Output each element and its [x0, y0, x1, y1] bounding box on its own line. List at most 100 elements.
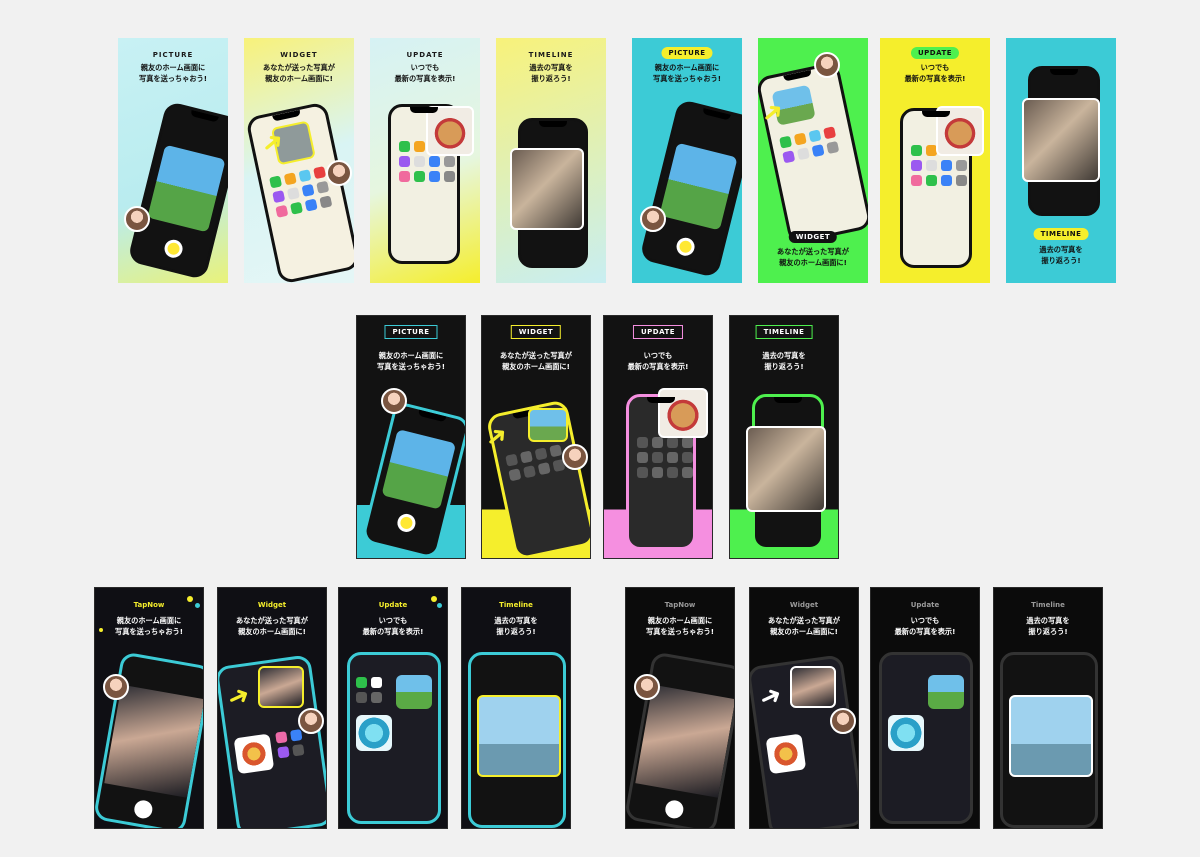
screenshot-card-update[interactable]: Update いつでも 最新の写真を表示! [338, 587, 448, 829]
phone-mockup [347, 652, 441, 824]
timeline-photo [746, 426, 826, 512]
screenshot-card-timeline[interactable]: Timeline 過去の写真を 振り返ろう! [461, 587, 571, 829]
screenshot-card-widget[interactable]: WIDGET あなたが送った写真が 親友のホーム画面に! ➜ [481, 315, 591, 559]
card-caption: あなたが送った写真が 親友のホーム画面に! [500, 351, 572, 372]
food-widget-photo [233, 733, 275, 775]
friend-avatar [830, 708, 856, 734]
screenshot-card-tapnow[interactable]: TapNow 親友のホーム画面に 写真を送っちゃおう! [625, 587, 735, 829]
timeline-photo [1009, 695, 1093, 777]
phone-mockup [360, 400, 465, 558]
card-tag: UPDATE [632, 325, 684, 339]
timeline-photo [477, 695, 561, 777]
card-caption: 過去の写真を 振り返ろう! [529, 63, 573, 84]
card-caption: あなたが送った写真が 親友のホーム画面に! [236, 616, 308, 637]
screenshot-card-widget[interactable]: Widget あなたが送った写真が 親友のホーム画面に! ➜ [217, 587, 327, 829]
friend-avatar [298, 708, 324, 734]
card-tag: Timeline [1031, 601, 1065, 609]
screenshot-card-picture[interactable]: PICTURE 親友のホーム画面に 写真を送っちゃおう! [356, 315, 466, 559]
card-caption: 過去の写真を 振り返ろう! [494, 616, 538, 637]
card-caption: 親友のホーム画面に 写真を送っちゃおう! [139, 63, 207, 84]
card-tag: Update [910, 601, 940, 609]
screenshot-card-widget[interactable]: WIDGET あなたが送った写真が 親友のホーム画面に! ➜ [244, 38, 354, 283]
card-caption: いつでも 最新の写真を表示! [904, 63, 966, 84]
card-caption: 親友のホーム画面に 写真を送っちゃおう! [646, 616, 714, 637]
card-tag: WIDGET [510, 325, 562, 339]
screenshot-card-picture[interactable]: PICTURE 親友のホーム画面に 写真を送っちゃおう! [118, 38, 228, 283]
card-tag: PICTURE [661, 47, 713, 59]
card-caption: あなたが送った写真が 親友のホーム画面に! [768, 616, 840, 637]
pancake-photo [658, 388, 708, 438]
card-tag: PICTURE [152, 51, 194, 59]
card-caption: 親友のホーム画面に 写真を送っちゃおう! [115, 616, 183, 637]
card-tag: WIDGET [280, 51, 318, 59]
card-caption: 過去の写真を 振り返ろう! [762, 351, 806, 372]
screenshot-card-widget[interactable]: ➜ WIDGET あなたが送った写真が 親友のホーム画面に! [758, 38, 868, 283]
phone-mockup [758, 61, 868, 245]
card-tag: UPDATE [406, 51, 444, 59]
card-caption: いつでも 最新の写真を表示! [894, 616, 956, 637]
screenshot-card-update[interactable]: UPDATE いつでも 最新の写真を表示! [880, 38, 990, 283]
phone-mockup [879, 652, 973, 824]
camera-preview-photo [659, 142, 738, 231]
screenshot-card-tapnow[interactable]: TapNow 親友のホーム画面に 写真を送っちゃおう! [94, 587, 204, 829]
card-tag: PICTURE [384, 325, 438, 339]
shutter-button-icon [395, 512, 418, 534]
card-tag: Update [378, 601, 408, 609]
widget-photo [528, 408, 568, 442]
card-tag: Timeline [499, 601, 533, 609]
card-caption: あなたが送った写真が 親友のホーム画面に! [263, 63, 335, 84]
screenshot-card-update[interactable]: Update いつでも 最新の写真を表示! [870, 587, 980, 829]
pancake-photo [426, 106, 474, 156]
phone-mockup [468, 652, 566, 828]
shutter-button-icon [162, 237, 185, 260]
friend-avatar [634, 674, 660, 700]
card-caption: 親友のホーム画面に 写真を送っちゃおう! [377, 351, 445, 372]
friend-avatar [814, 52, 840, 78]
friend-avatar [103, 674, 129, 700]
screenshot-card-widget[interactable]: Widget あなたが送った写真が 親友のホーム画面に! ➜ [749, 587, 859, 829]
friend-avatar [381, 388, 407, 414]
landscape-widget-photo [928, 675, 964, 709]
card-caption: いつでも 最新の写真を表示! [362, 616, 424, 637]
card-tag: TapNow [133, 601, 165, 609]
screenshot-card-picture[interactable]: PICTURE 親友のホーム画面に 写真を送っちゃおう! [632, 38, 742, 283]
card-tag: TIMELINE [755, 325, 813, 339]
phone-mockup [639, 98, 742, 279]
widget-photo [790, 666, 836, 708]
phone-mockup [245, 101, 354, 283]
friend-avatar [640, 206, 666, 232]
camera-preview-photo [381, 429, 457, 510]
phone-mockup [626, 394, 696, 550]
group-selfie-photo [104, 684, 203, 798]
card-caption: いつでも 最新の写真を表示! [394, 63, 456, 84]
shutter-button-icon [663, 798, 685, 820]
friend-avatar [562, 444, 588, 470]
food-widget-photo [765, 733, 807, 775]
card-tag: Widget [789, 601, 819, 609]
card-caption: あなたが送った写真が 親友のホーム画面に! [777, 247, 849, 268]
card-tag: TIMELINE [1033, 228, 1089, 240]
screenshot-card-update[interactable]: UPDATE いつでも 最新の写真を表示! [370, 38, 480, 283]
phone-mockup [1000, 652, 1098, 828]
card-caption: いつでも 最新の写真を表示! [627, 351, 689, 372]
screenshot-card-update[interactable]: UPDATE いつでも 最新の写真を表示! [603, 315, 713, 559]
card-tag: TIMELINE [528, 51, 574, 59]
card-caption: 過去の写真を 振り返ろう! [1026, 616, 1070, 637]
screenshot-card-timeline[interactable]: Timeline 過去の写真を 振り返ろう! [993, 587, 1103, 829]
friend-avatar [326, 160, 352, 186]
landscape-widget-photo [396, 675, 432, 709]
timeline-photo [1022, 98, 1100, 182]
phone-mockup [127, 100, 228, 281]
shutter-button-icon [132, 798, 154, 820]
friend-avatar [124, 206, 150, 232]
card-caption: 過去の写真を 振り返ろう! [1039, 245, 1083, 266]
card-tag: UPDATE [910, 47, 960, 59]
card-tag: TapNow [664, 601, 696, 609]
screenshot-card-timeline[interactable]: TIMELINE 過去の写真を 振り返ろう! [729, 315, 839, 559]
screenshot-card-timeline[interactable]: TIMELINE 過去の写真を 振り返ろう! [1006, 38, 1116, 283]
drink-widget-photo [888, 715, 924, 751]
screenshot-card-timeline[interactable]: TIMELINE 過去の写真を 振り返ろう! [496, 38, 606, 283]
card-caption: 親友のホーム画面に 写真を送っちゃおう! [653, 63, 721, 84]
camera-preview-photo [147, 144, 226, 233]
timeline-photo [510, 148, 584, 230]
